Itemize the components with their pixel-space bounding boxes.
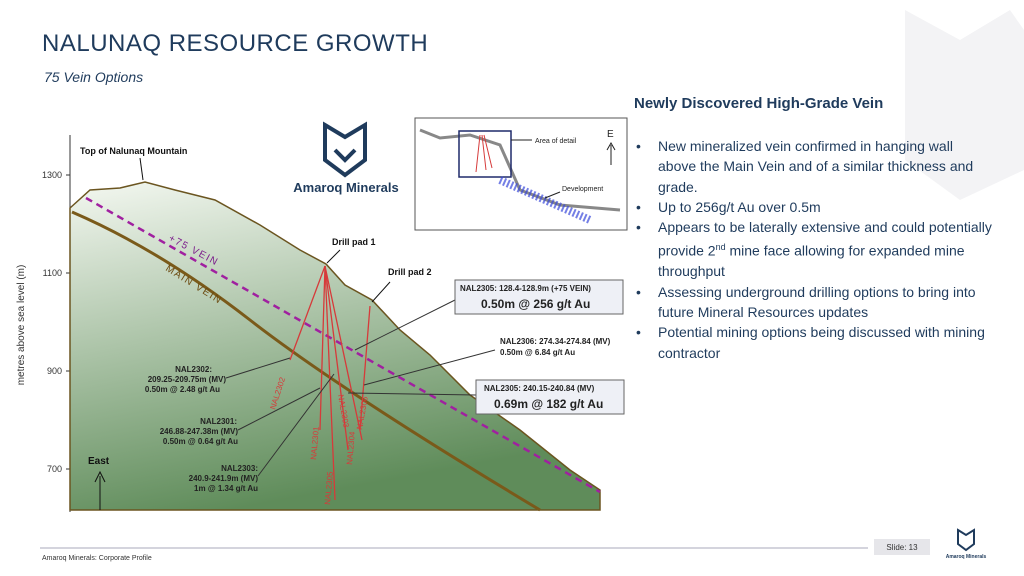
bullet-text: nd [715, 242, 726, 253]
y-ticks: 1300 1100 900 700 [42, 170, 70, 474]
svg-text:NAL2305: 240.15-240.84 (MV): NAL2305: 240.15-240.84 (MV) [484, 384, 595, 393]
bullet-list: New mineralized vein confirmed in hangin… [636, 136, 992, 363]
svg-text:NAL2305: NAL2305 [323, 471, 335, 506]
svg-text:0.50m @ 0.64 g/t Au: 0.50m @ 0.64 g/t Au [163, 437, 238, 446]
bullet: New mineralized vein confirmed in hangin… [636, 136, 992, 197]
svg-text:NAL2306: 274.34-274.84 (MV): NAL2306: 274.34-274.84 (MV) [500, 337, 611, 346]
section-heading: Newly Discovered High-Grade Vein [634, 95, 884, 112]
bullet-text: mine face allowing for expanded mine thr… [658, 243, 965, 280]
svg-text:Development: Development [562, 186, 603, 193]
callouts-right: NAL2305: 128.4-128.9m (+75 VEIN) 0.50m @… [454, 279, 625, 415]
logo-text: Amaroq Minerals [293, 180, 398, 195]
svg-text:Drill pad 1: Drill pad 1 [332, 237, 376, 247]
svg-text:0.50m @ 2.48 g/t Au: 0.50m @ 2.48 g/t Au [145, 385, 220, 394]
bullet-text: Potential mining options being discussed… [658, 324, 985, 361]
svg-text:1300: 1300 [42, 170, 62, 180]
y-axis-label: metres above sea level (m) [16, 265, 27, 386]
svg-text:0.50m @ 256 g/t Au: 0.50m @ 256 g/t Au [481, 297, 590, 311]
svg-text:Area of detail: Area of detail [535, 138, 577, 145]
leaders [225, 299, 496, 477]
svg-text:E: E [607, 129, 614, 140]
callouts-left: NAL2302: 209.25-209.75m (MV) 0.50m @ 2.4… [145, 365, 258, 493]
bullet-text: Up to 256g/t Au over 0.5m [658, 198, 821, 215]
subtitle: 75 Vein Options [44, 69, 144, 85]
main-vein [71, 210, 541, 512]
svg-text:NAL2305: 128.4-128.9m (+75 VEI: NAL2305: 128.4-128.9m (+75 VEIN) [460, 284, 591, 293]
svg-text:NAL2301:: NAL2301: [200, 417, 237, 426]
svg-text:900: 900 [47, 366, 62, 376]
svg-text:Top of Nalunaq Mountain: Top of Nalunaq Mountain [80, 146, 187, 156]
bullet: Assessing underground drilling options t… [636, 282, 992, 323]
footer-logo-text: Amaroq Minerals [946, 554, 987, 560]
svg-text:209.25-209.75m (MV): 209.25-209.75m (MV) [148, 375, 227, 384]
bullet-text: Assessing underground drilling options t… [658, 283, 976, 321]
footer-text: Amaroq Minerals: Corporate Profile [42, 555, 152, 562]
svg-text:240.9-241.9m (MV): 240.9-241.9m (MV) [189, 474, 259, 483]
svg-text:NAL2301: NAL2301 [309, 426, 321, 461]
vein-75 [85, 196, 601, 494]
bullet: Potential mining options being discussed… [636, 322, 992, 363]
svg-text:NAL2303:: NAL2303: [221, 464, 258, 473]
slide-box [874, 539, 930, 555]
bullet-text: New mineralized vein confirmed in hangin… [658, 138, 974, 195]
labels: Top of Nalunaq Mountain Drill pad 1 Dril… [80, 146, 432, 510]
bullet: Up to 256g/t Au over 0.5m [636, 197, 992, 218]
svg-text:246.88-247.38m (MV): 246.88-247.38m (MV) [160, 427, 239, 436]
svg-text:NAL2304: NAL2304 [345, 431, 357, 466]
svg-text:1100: 1100 [43, 268, 62, 278]
svg-text:0.50m @ 6.84 g/t Au: 0.50m @ 6.84 g/t Au [500, 348, 575, 357]
svg-text:Drill pad 2: Drill pad 2 [388, 267, 432, 277]
title: NALUNAQ RESOURCE GROWTH [42, 30, 429, 57]
svg-text:1m @ 1.34 g/t Au: 1m @ 1.34 g/t Au [194, 484, 258, 493]
svg-text:0.69m @ 182 g/t Au: 0.69m @ 182 g/t Au [494, 397, 603, 411]
svg-text:NAL2302:: NAL2302: [175, 365, 212, 374]
svg-text:East: East [88, 456, 110, 467]
svg-text:700: 700 [47, 464, 62, 474]
footer-logo [957, 528, 975, 552]
bullet: Appears to be laterally extensive and co… [636, 217, 992, 282]
bullet-text: Appears to be laterally extensive and co… [658, 219, 992, 260]
inset: Area of detail Development E [414, 117, 628, 231]
drill-holes [289, 265, 371, 501]
slide-number: Slide: 13 [886, 543, 918, 552]
logo [323, 121, 367, 178]
